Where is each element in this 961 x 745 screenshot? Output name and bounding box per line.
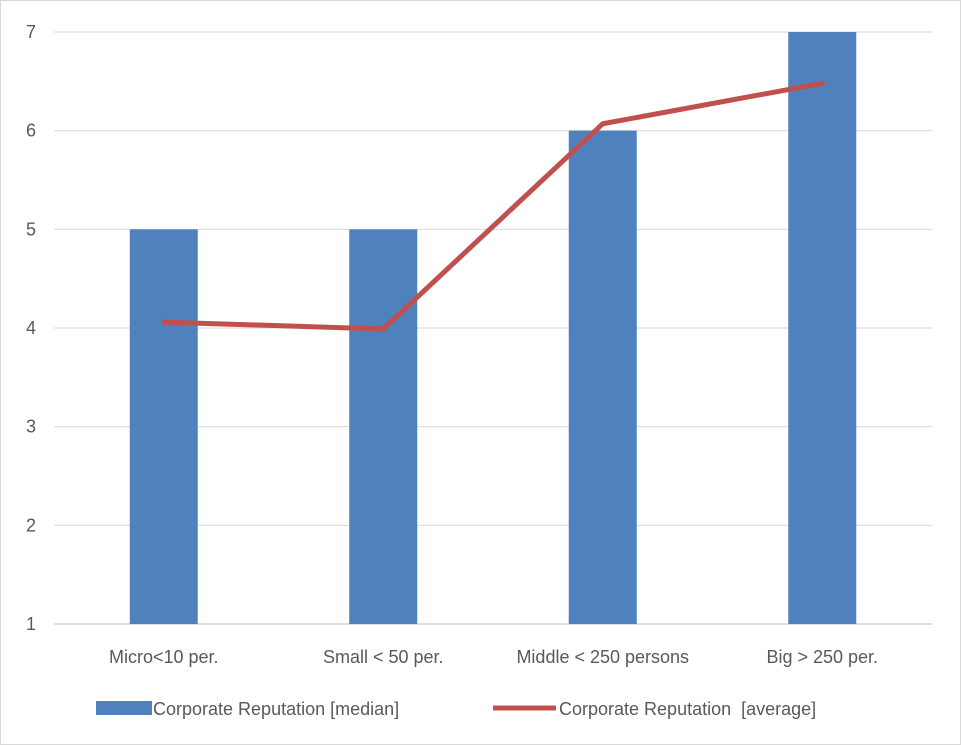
y-tick-label-2: 2: [26, 515, 36, 535]
x-category-label-2: Small < 50 per.: [323, 647, 444, 667]
legend-swatch-median: [96, 701, 152, 715]
legend-label-median: Corporate Reputation [median]: [153, 699, 399, 719]
legend-label-average: Corporate Reputation [average]: [559, 699, 816, 719]
y-tick-label-1: 1: [26, 614, 36, 634]
x-axis-labels: Micro<10 per. Small < 50 per. Middle < 250…: [109, 647, 878, 667]
bar-4: [788, 32, 857, 624]
bar-2: [349, 229, 418, 625]
line-series: [161, 80, 825, 332]
legend: Corporate Reputation [median] Corporate …: [96, 699, 816, 719]
x-category-label-3: Middle < 250 persons: [516, 647, 689, 667]
y-tick-label-3: 3: [26, 417, 36, 437]
bar-3: [568, 130, 637, 624]
y-tick-label-6: 6: [26, 121, 36, 141]
y-tick-label-7: 7: [26, 22, 36, 42]
bar-series: [129, 32, 857, 625]
x-category-label-1: Micro<10 per.: [109, 647, 219, 667]
y-tick-label-4: 4: [26, 318, 36, 338]
bar-1: [129, 229, 198, 625]
average-line: [161, 80, 825, 332]
y-axis-ticks: 1 2 3 4 5 6 7: [26, 22, 36, 634]
y-tick-label-5: 5: [26, 219, 36, 239]
x-category-label-4: Big > 250 per.: [766, 647, 878, 667]
